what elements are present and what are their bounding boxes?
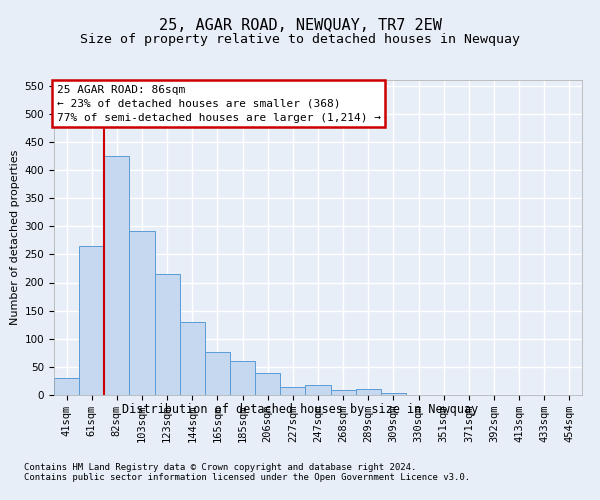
Text: Size of property relative to detached houses in Newquay: Size of property relative to detached ho… xyxy=(80,32,520,46)
Bar xyxy=(130,231,155,395)
Bar xyxy=(79,246,104,395)
Bar xyxy=(356,390,381,395)
Text: Contains HM Land Registry data © Crown copyright and database right 2024.: Contains HM Land Registry data © Crown c… xyxy=(24,462,416,471)
Bar xyxy=(280,386,305,395)
Bar xyxy=(381,393,406,395)
Text: Contains public sector information licensed under the Open Government Licence v3: Contains public sector information licen… xyxy=(24,472,470,482)
Text: Distribution of detached houses by size in Newquay: Distribution of detached houses by size … xyxy=(122,402,478,415)
Text: 25, AGAR ROAD, NEWQUAY, TR7 2EW: 25, AGAR ROAD, NEWQUAY, TR7 2EW xyxy=(158,18,442,32)
Y-axis label: Number of detached properties: Number of detached properties xyxy=(10,150,20,325)
Bar xyxy=(255,372,280,395)
Bar xyxy=(305,385,331,395)
Bar xyxy=(205,352,230,395)
Bar xyxy=(104,156,130,395)
Bar xyxy=(54,378,79,395)
Text: 25 AGAR ROAD: 86sqm
← 23% of detached houses are smaller (368)
77% of semi-detac: 25 AGAR ROAD: 86sqm ← 23% of detached ho… xyxy=(56,84,380,122)
Bar xyxy=(180,322,205,395)
Bar xyxy=(331,390,356,395)
Bar xyxy=(155,274,180,395)
Bar xyxy=(230,361,255,395)
